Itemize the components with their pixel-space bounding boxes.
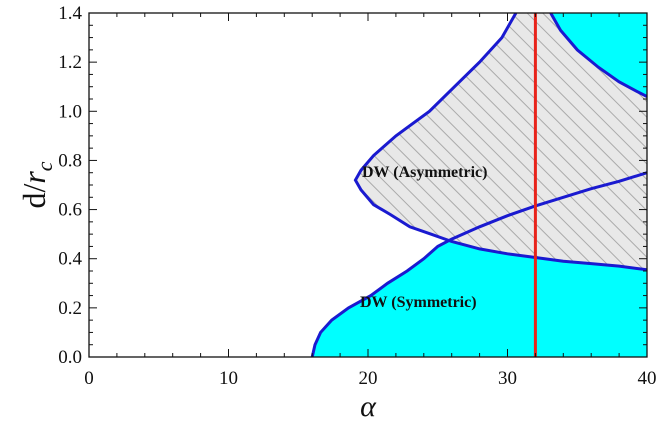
y-tick-label: 0.6 (58, 200, 82, 221)
x-tick-label: 40 (638, 368, 657, 389)
svg-text:d/rc: d/rc (16, 161, 57, 208)
upper-right-region (550, 13, 647, 97)
y-tick-label: 1.0 (58, 101, 82, 122)
y-tick-label: 0.4 (58, 249, 82, 270)
y-tick-label: 1.4 (58, 3, 82, 24)
upper-right-boundary-line (549, 13, 647, 98)
y-axis-title-var: r (16, 171, 52, 184)
asymmetric-region (355, 13, 647, 270)
y-axis-title: d/rc (16, 161, 57, 208)
axis-tick-labels: 0 10 20 30 40 0.0 0.2 0.4 0.6 0.8 1.0 1.2 1.4 (58, 3, 656, 389)
x-tick-label: 0 (84, 368, 94, 389)
y-tick-label: 0.8 (58, 150, 82, 171)
y-tick-label: 0.0 (58, 347, 82, 368)
symmetric-boundary-line (310, 171, 647, 357)
x-axis-title: α (360, 390, 377, 423)
asymmetric-boundary-line (353, 13, 647, 272)
region-label-asymmetric: DW (Asymmetric) (362, 164, 487, 181)
x-tick-label: 20 (359, 368, 378, 389)
y-axis-title-main: d/ (16, 184, 52, 209)
y-axis-title-sub: c (32, 161, 57, 171)
x-tick-label: 10 (219, 368, 238, 389)
y-tick-label: 1.2 (58, 52, 82, 73)
x-tick-label: 30 (498, 368, 517, 389)
y-tick-label: 0.2 (58, 298, 82, 319)
axis-ticks (88, 12, 648, 358)
region-label-symmetric: DW (Symmetric) (360, 294, 477, 311)
